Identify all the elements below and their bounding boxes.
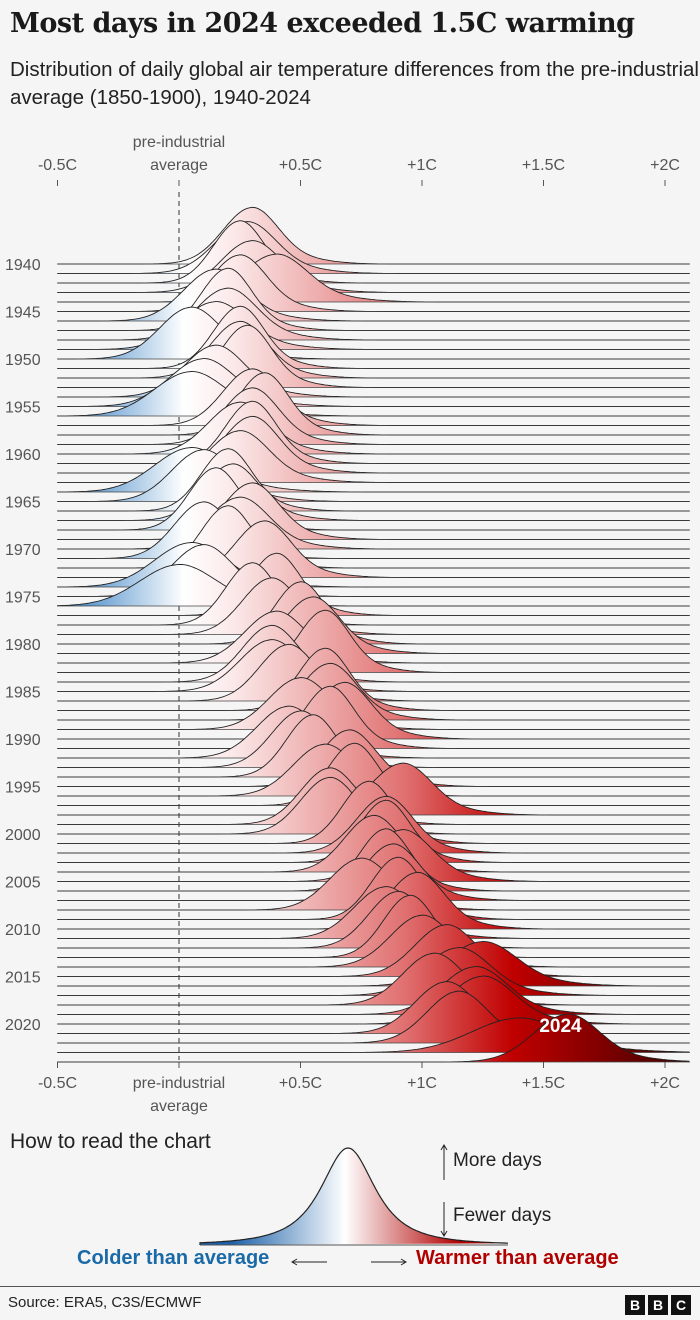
year-label: 2005 — [5, 875, 41, 892]
ridge-line-1944 — [57, 253, 690, 303]
ridge-fill-1940 — [57, 207, 690, 264]
year-label: 1955 — [5, 400, 41, 417]
ridge-line-1940 — [57, 206, 690, 265]
tick-label-top: +1C — [407, 157, 437, 174]
ridge-fill-1991 — [57, 686, 690, 749]
right-arrow-icon — [371, 1258, 407, 1266]
ridge-fill-1995 — [57, 729, 690, 787]
ridge-line-1982 — [57, 610, 690, 664]
tick-label-bottom: average — [150, 1098, 208, 1115]
ridge-fill-1946 — [57, 269, 690, 321]
tick-label-top: pre-industrial — [133, 134, 225, 151]
ridge-fill-2021 — [57, 981, 690, 1034]
down-arrow-icon — [440, 1202, 448, 1237]
ridge-fill-2013 — [57, 895, 690, 958]
year-label: 2020 — [5, 1017, 41, 1034]
year-label: 1995 — [5, 780, 41, 797]
year-label: 1965 — [5, 495, 41, 512]
ridge-line-2021 — [57, 981, 690, 1034]
tick-label-top: +0.5C — [279, 157, 322, 174]
tick-label-bottom: pre-industrial — [133, 1075, 225, 1092]
legend-warmer: Warmer than average — [416, 1247, 619, 1269]
ridge-fill-1978 — [57, 562, 690, 625]
tick-label-top: +1.5C — [522, 157, 565, 174]
ridge-fill-2019 — [57, 966, 690, 1015]
ridge-fill-1990 — [57, 682, 690, 739]
ridge-fill-2009 — [57, 857, 690, 920]
year-label: 1945 — [5, 305, 41, 322]
tick-label-bottom: -0.5C — [38, 1075, 77, 1092]
year-label: 1975 — [5, 590, 41, 607]
tick-label-bottom: +1.5C — [522, 1075, 565, 1092]
ridge-fill-2012 — [57, 891, 690, 948]
year-label: 2015 — [5, 970, 41, 987]
ridge-fill-1970 — [57, 497, 690, 549]
tick-label-top: +2C — [650, 157, 680, 174]
year-label: 1990 — [5, 732, 41, 749]
logo-letter: B — [648, 1295, 668, 1315]
year-label: 1960 — [5, 447, 41, 464]
ridge-line-1946 — [57, 268, 690, 322]
ridge-fill-1943 — [57, 240, 690, 293]
year-label: 2010 — [5, 922, 41, 939]
chart-subtitle: Distribution of daily global air tempera… — [10, 58, 699, 109]
ridge-line-1970 — [57, 496, 690, 550]
footer-divider — [0, 1286, 700, 1287]
year-label: 1950 — [5, 352, 41, 369]
tick-label-bottom: +0.5C — [279, 1075, 322, 1092]
year-label: 2000 — [5, 827, 41, 844]
year-label: 1970 — [5, 542, 41, 559]
left-arrow-icon — [291, 1258, 327, 1266]
ridge-fill-2020 — [57, 976, 690, 1024]
ridge-line-1943 — [57, 240, 690, 293]
tick-label-top: average — [150, 157, 208, 174]
ridge-fill-1982 — [57, 611, 690, 663]
year-label: 1980 — [5, 637, 41, 654]
ridge-fill-1944 — [57, 254, 690, 302]
ridge-line-1941 — [57, 221, 690, 274]
year-label: 1985 — [5, 685, 41, 702]
bbc-logo: B B C — [625, 1295, 691, 1315]
year-label: 1940 — [5, 257, 41, 274]
ridge-fill-1941 — [57, 221, 690, 274]
legend-colder: Colder than average — [77, 1247, 270, 1269]
up-arrow-icon — [440, 1144, 448, 1180]
highlight-label-2024: 2024 — [539, 1016, 582, 1037]
chart-title: Most days in 2024 exceeded 1.5C warming — [10, 8, 635, 39]
tick-label-top: -0.5C — [38, 157, 77, 174]
tick-label-bottom: +1C — [407, 1075, 437, 1092]
ridge-fill-2014 — [57, 915, 690, 967]
ridge-fill-2016 — [57, 941, 690, 986]
ridge-fill-1997 — [57, 743, 690, 806]
logo-letter: B — [625, 1295, 645, 1315]
legend-more-days: More days — [453, 1150, 542, 1171]
logo-letter: C — [671, 1295, 691, 1315]
ridgeline-chart: -0.5C -0.5C pre-industrial average pre-indus… — [5, 134, 690, 1115]
ridge-fill-2024 — [57, 1014, 690, 1062]
source-note: Source: ERA5, C3S/ECMWF — [8, 1294, 202, 1311]
tick-label-bottom: +2C — [650, 1075, 680, 1092]
legend-heading: How to read the chart — [10, 1130, 211, 1153]
legend-fewer-days: Fewer days — [453, 1205, 552, 1226]
ridge-fill-1976 — [57, 564, 690, 606]
ridge-fill-1957 — [57, 368, 690, 426]
